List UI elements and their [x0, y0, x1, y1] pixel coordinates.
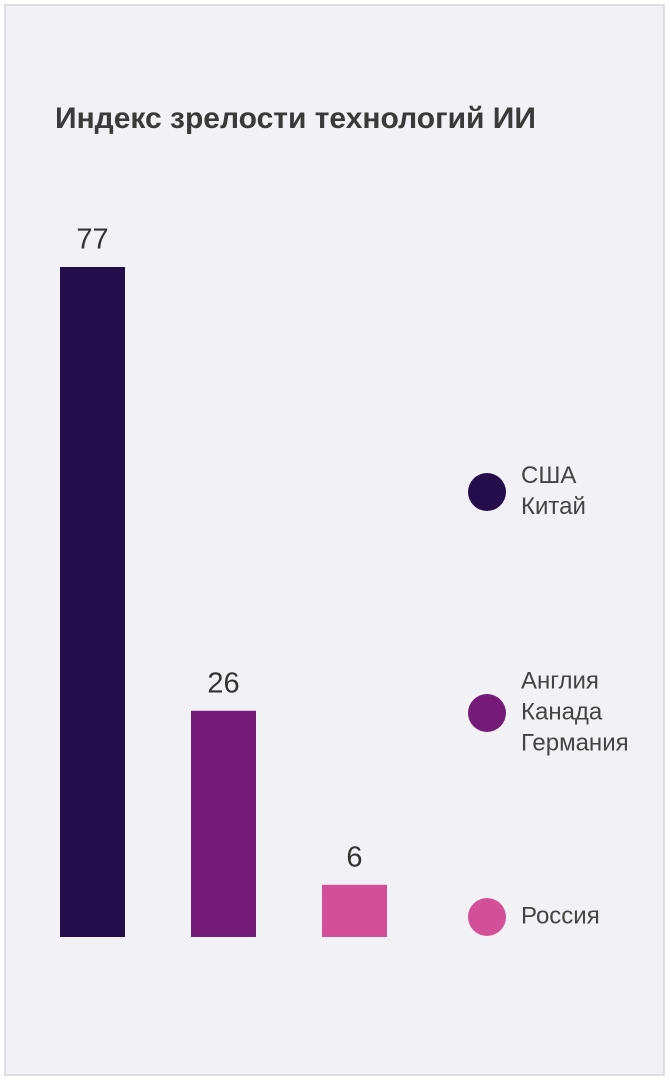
bar [322, 884, 387, 937]
legend-label: Англия [521, 667, 599, 694]
legend-label: Канада [521, 698, 603, 725]
bar [60, 267, 125, 937]
value-label: 26 [207, 667, 239, 699]
legend-marker [468, 473, 506, 511]
legend-marker [468, 694, 506, 732]
chart-title: Индекс зрелости технологий ИИ [55, 102, 536, 135]
legend-label: США [521, 462, 576, 489]
legend-marker [468, 898, 506, 936]
legend-label: Россия [521, 902, 600, 929]
bar [191, 710, 256, 937]
value-label: 6 [346, 841, 362, 873]
legend-label: Германия [521, 729, 629, 756]
value-label: 77 [76, 224, 108, 256]
legend-label: Китай [521, 493, 586, 520]
